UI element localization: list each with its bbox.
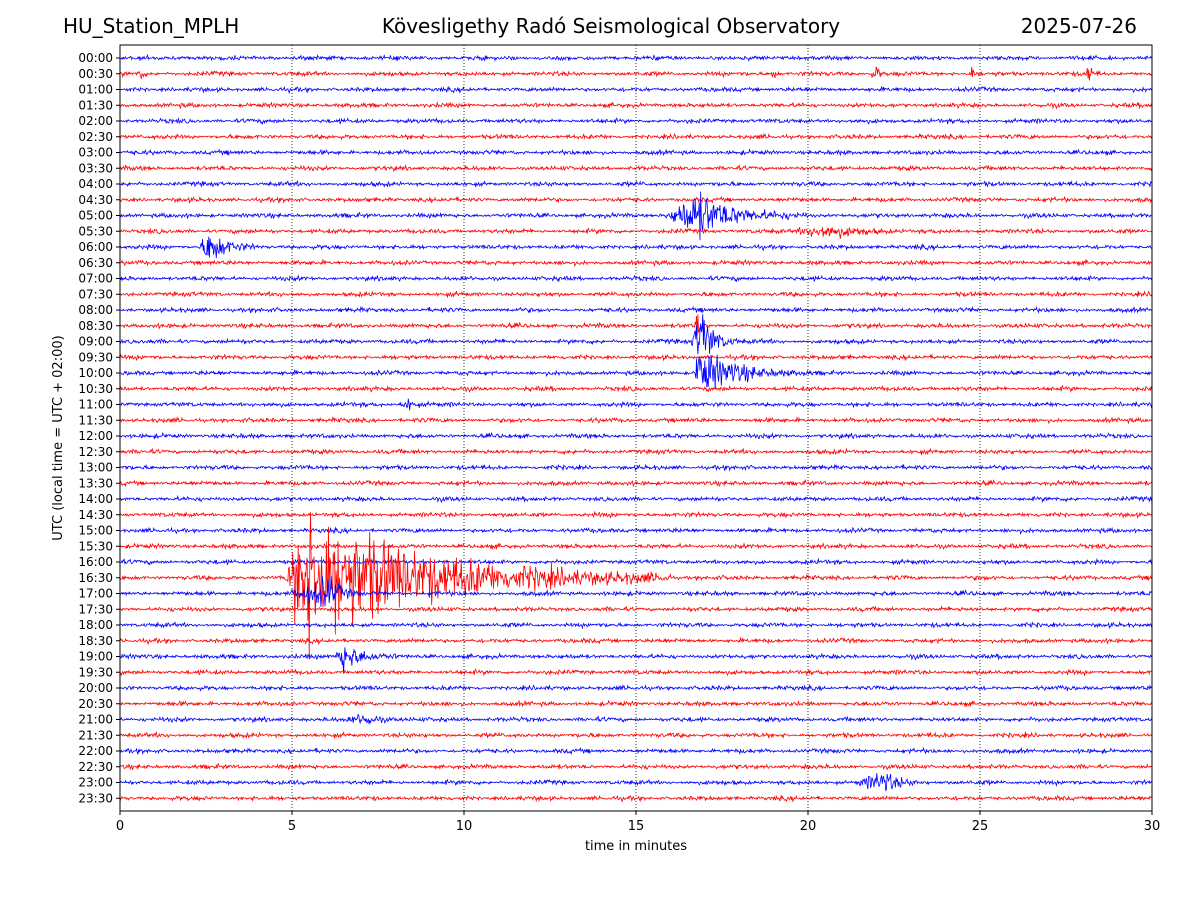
- vertical-gridlines: [291, 45, 981, 811]
- y-tick-label: 23:00: [78, 776, 113, 790]
- y-tick-label: 16:00: [78, 555, 113, 569]
- y-tick-label: 15:00: [78, 524, 113, 538]
- y-tick-label: 00:30: [78, 67, 113, 81]
- trace-02-30: [119, 132, 1153, 141]
- x-tick-label: 20: [800, 819, 817, 834]
- trace-group: [119, 53, 1153, 803]
- y-tick-label: 17:30: [78, 602, 113, 616]
- y-tick-label: 06:30: [78, 256, 113, 270]
- trace-05-00: [119, 191, 1153, 241]
- trace-00-30: [119, 66, 1153, 81]
- x-tick-label: 25: [972, 819, 989, 834]
- y-tick-label: 22:00: [78, 744, 113, 758]
- x-tick-label: 10: [456, 819, 473, 834]
- y-tick-label: 19:30: [78, 665, 113, 679]
- trace-07-00: [119, 274, 1153, 283]
- y-tick-label: 16:30: [78, 571, 113, 585]
- y-tick-label: 04:30: [78, 193, 113, 207]
- y-tick-label: 05:30: [78, 224, 113, 238]
- y-tick-label: 13:00: [78, 461, 113, 475]
- y-tick-label: 06:00: [78, 240, 113, 254]
- y-tick-label: 10:30: [78, 382, 113, 396]
- y-tick-label: 14:00: [78, 492, 113, 506]
- y-tick-label: 05:00: [78, 209, 113, 223]
- y-tick-label: 20:30: [78, 697, 113, 711]
- y-tick-label: 23:30: [78, 791, 113, 805]
- y-tick-label: 18:00: [78, 618, 113, 632]
- y-tick-label: 02:30: [78, 130, 113, 144]
- trace-10-00: [119, 354, 1153, 389]
- y-tick-label: 14:30: [78, 508, 113, 522]
- y-tick-label: 07:00: [78, 272, 113, 286]
- trace-16-30: [119, 512, 1153, 660]
- trace-10-30: [119, 384, 1153, 394]
- y-tick-label: 01:30: [78, 98, 113, 112]
- trace-12-00: [119, 431, 1153, 440]
- date-title: 2025-07-26: [1020, 14, 1137, 38]
- y-tick-label: 13:30: [78, 476, 113, 490]
- trace-20-00: [119, 683, 1153, 692]
- trace-20-30: [119, 699, 1153, 708]
- station-title: HU_Station_MPLH: [63, 14, 240, 38]
- y-tick-label: 19:00: [78, 650, 113, 664]
- x-axis-label: time in minutes: [585, 839, 687, 854]
- trace-12-30: [119, 447, 1153, 456]
- y-tick-label: 20:00: [78, 681, 113, 695]
- y-tick-label: 00:00: [78, 51, 113, 65]
- y-tick-label: 17:00: [78, 587, 113, 601]
- trace-13-30: [119, 479, 1153, 488]
- trace-07-30: [119, 290, 1153, 298]
- trace-18-30: [119, 636, 1153, 646]
- y-tick-label: 08:00: [78, 303, 113, 317]
- y-tick-label: 11:00: [78, 398, 113, 412]
- y-tick-label: 01:00: [78, 83, 113, 97]
- x-tick-label: 5: [288, 819, 296, 834]
- y-tick-label: 03:30: [78, 161, 113, 175]
- trace-18-00: [119, 621, 1153, 630]
- y-tick-label: 12:00: [78, 429, 113, 443]
- y-tick-label: 03:00: [78, 146, 113, 160]
- x-tick-label: 15: [628, 819, 645, 834]
- y-tick-label: 08:30: [78, 319, 113, 333]
- trace-19-00: [119, 647, 1153, 674]
- trace-23-00: [119, 773, 1153, 792]
- y-tick-label: 07:30: [78, 287, 113, 301]
- x-tick-label: 30: [1144, 819, 1161, 834]
- y-tick-label: 10:00: [78, 366, 113, 380]
- y-tick-label: 11:30: [78, 413, 113, 427]
- trace-04-30: [119, 195, 1153, 205]
- x-tick-labels: 0 5 10 15 20 25 30: [116, 811, 1160, 834]
- y-tick-label: 04:00: [78, 177, 113, 191]
- y-tick-label: 22:30: [78, 760, 113, 774]
- y-tick-label: 02:00: [78, 114, 113, 128]
- trace-14-30: [119, 510, 1153, 519]
- y-tick-label: 12:30: [78, 445, 113, 459]
- trace-21-00: [119, 713, 1153, 725]
- y-tick-label: 21:00: [78, 713, 113, 727]
- y-tick-label: 18:30: [78, 634, 113, 648]
- y-tick-label: 21:30: [78, 728, 113, 742]
- trace-06-00: [119, 236, 1153, 259]
- y-axis-label: UTC (local time = UTC + 02:00): [51, 335, 66, 540]
- x-tick-label: 0: [116, 819, 124, 834]
- observatory-title: Kövesligethy Radó Seismological Observat…: [381, 14, 841, 38]
- y-tick-label: 09:00: [78, 335, 113, 349]
- y-tick-label: 09:30: [78, 350, 113, 364]
- y-tick-label: 15:30: [78, 539, 113, 553]
